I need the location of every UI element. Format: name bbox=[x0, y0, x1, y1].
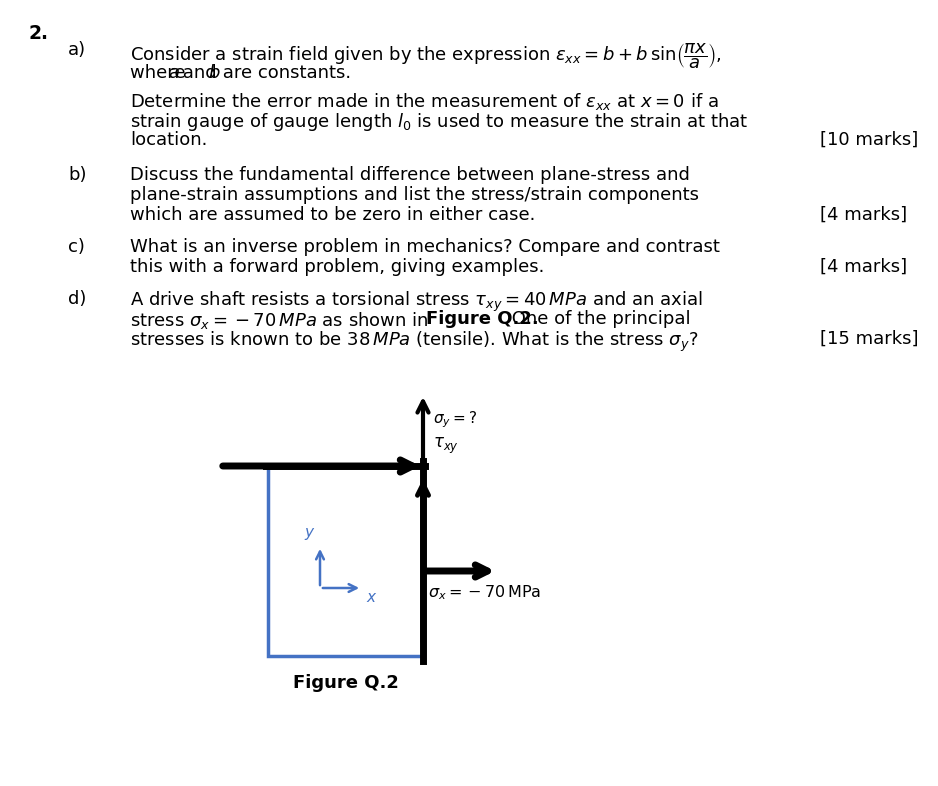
Text: $\tau_{xy}$: $\tau_{xy}$ bbox=[433, 435, 459, 456]
Text: $x$: $x$ bbox=[366, 590, 378, 605]
Text: [4 marks]: [4 marks] bbox=[820, 206, 907, 224]
Text: [10 marks]: [10 marks] bbox=[820, 131, 918, 149]
Text: stresses is known to be $38\,MPa$ (tensile). What is the stress $\sigma_y$?: stresses is known to be $38\,MPa$ (tensi… bbox=[130, 330, 699, 354]
Text: $\sigma_x = -70\,\mathrm{MPa}$: $\sigma_x = -70\,\mathrm{MPa}$ bbox=[428, 583, 541, 602]
Text: [4 marks]: [4 marks] bbox=[820, 258, 907, 276]
Text: Figure Q.2: Figure Q.2 bbox=[293, 674, 399, 692]
Text: $a$: $a$ bbox=[168, 64, 180, 82]
Text: $b$: $b$ bbox=[208, 64, 220, 82]
Text: and: and bbox=[177, 64, 222, 82]
Text: d): d) bbox=[68, 290, 86, 308]
Text: stress $\sigma_x = -70\,MPa$ as shown in: stress $\sigma_x = -70\,MPa$ as shown in bbox=[130, 310, 431, 331]
Bar bbox=[268, 466, 423, 656]
Text: One of the principal: One of the principal bbox=[506, 310, 690, 328]
Text: are constants.: are constants. bbox=[217, 64, 351, 82]
Text: Figure Q.2.: Figure Q.2. bbox=[426, 310, 538, 328]
Text: Determine the error made in the measurement of $\epsilon_{xx}$ at $x = 0$ if a: Determine the error made in the measurem… bbox=[130, 91, 719, 112]
Text: this with a forward problem, giving examples.: this with a forward problem, giving exam… bbox=[130, 258, 544, 276]
Text: a): a) bbox=[68, 41, 86, 59]
Text: What is an inverse problem in mechanics? Compare and contrast: What is an inverse problem in mechanics?… bbox=[130, 238, 719, 256]
Text: location.: location. bbox=[130, 131, 207, 149]
Text: strain gauge of gauge length $l_0$ is used to measure the strain at that: strain gauge of gauge length $l_0$ is us… bbox=[130, 111, 749, 133]
Text: c): c) bbox=[68, 238, 84, 256]
Text: [15 marks]: [15 marks] bbox=[820, 330, 918, 348]
Text: 2.: 2. bbox=[28, 24, 48, 43]
Text: where: where bbox=[130, 64, 191, 82]
Text: b): b) bbox=[68, 166, 86, 184]
Text: plane-strain assumptions and list the stress/strain components: plane-strain assumptions and list the st… bbox=[130, 186, 699, 204]
Text: $y$: $y$ bbox=[304, 526, 316, 542]
Text: $\sigma_y = ?$: $\sigma_y = ?$ bbox=[433, 409, 477, 430]
Text: Consider a strain field given by the expression $\epsilon_{xx} = b + b\,\sin\!\l: Consider a strain field given by the exp… bbox=[130, 41, 721, 71]
Text: A drive shaft resists a torsional stress $\tau_{xy} = 40\,MPa$ and an axial: A drive shaft resists a torsional stress… bbox=[130, 290, 703, 314]
Text: which are assumed to be zero in either case.: which are assumed to be zero in either c… bbox=[130, 206, 536, 224]
Text: Discuss the fundamental difference between plane-stress and: Discuss the fundamental difference betwe… bbox=[130, 166, 689, 184]
